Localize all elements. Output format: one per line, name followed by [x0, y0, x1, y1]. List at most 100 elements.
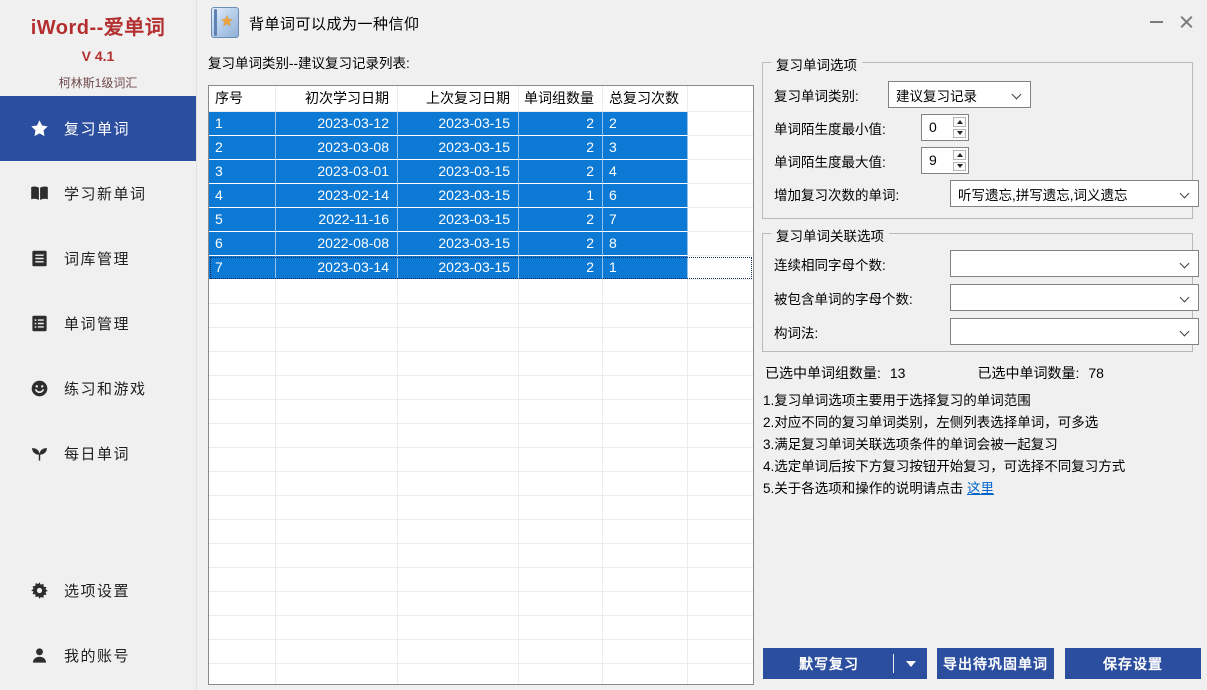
contained-letters-select[interactable]: [950, 284, 1199, 311]
table-cell: 1: [519, 184, 603, 208]
sidebar-item-settings[interactable]: 选项设置: [0, 558, 196, 623]
sidebar-item-label: 练习和游戏: [64, 381, 147, 398]
table-cell: [398, 448, 519, 472]
table-cell: [398, 616, 519, 640]
save-settings-button[interactable]: 保存设置: [1065, 648, 1201, 679]
spin-up-button[interactable]: [953, 150, 966, 160]
minimize-icon: [1149, 21, 1163, 23]
table-cell: [276, 328, 398, 352]
table-cell: [519, 520, 603, 544]
sidebar-item-wordbank-management[interactable]: 词库管理: [0, 226, 196, 291]
sidebar-item-learn-new-words[interactable]: 学习新单词: [0, 161, 196, 226]
filler-cell: [688, 184, 753, 208]
table-cell: [209, 520, 276, 544]
minimize-button[interactable]: [1140, 8, 1172, 36]
dictation-review-button[interactable]: 默写复习: [763, 648, 927, 679]
table-cell: [603, 616, 688, 640]
extra-reviews-select[interactable]: 听写遗忘,拼写遗忘,词义遗忘: [950, 180, 1199, 207]
column-header[interactable]: 序号: [209, 86, 276, 112]
table-row[interactable]: 4 2023-02-14 2023-03-15 1 6: [209, 184, 753, 208]
table-cell: [519, 640, 603, 664]
column-header[interactable]: 初次学习日期: [276, 86, 398, 112]
filler-cell: [688, 136, 753, 160]
table-cell: 2023-03-12: [276, 112, 398, 136]
min-unfamiliarity-stepper[interactable]: 0: [921, 114, 969, 141]
table-cell: [519, 472, 603, 496]
category-value: 建议复习记录: [896, 88, 977, 104]
chevron-down-icon: [1179, 188, 1190, 199]
sidebar-item-my-account[interactable]: 我的账号: [0, 623, 196, 688]
table-cell: [209, 400, 276, 424]
filler-cell: [688, 592, 753, 616]
table-cell: 2022-11-16: [276, 208, 398, 232]
table-cell: [519, 568, 603, 592]
same-letters-select[interactable]: [950, 250, 1199, 277]
table-row[interactable]: 7 2023-03-14 2023-03-15 2 1: [209, 256, 753, 280]
spin-down-button[interactable]: [953, 161, 966, 171]
category-select[interactable]: 建议复习记录: [888, 81, 1031, 108]
table-cell: [209, 592, 276, 616]
table-cell: 2: [519, 136, 603, 160]
table-row[interactable]: 1 2023-03-12 2023-03-15 2 2: [209, 112, 753, 136]
table-cell: [209, 664, 276, 684]
sidebar-item-practice-and-games[interactable]: 练习和游戏: [0, 356, 196, 421]
sidebar-nav-top: 复习单词 学习新单词 词库管理 单词管理练习和游戏每日单词: [0, 96, 196, 486]
table-cell: [276, 664, 398, 684]
table-cell: [398, 352, 519, 376]
word-formation-select[interactable]: [950, 318, 1199, 345]
table-cell: 2023-03-15: [398, 208, 519, 232]
library-icon: [30, 249, 50, 269]
table-row[interactable]: 6 2022-08-08 2023-03-15 2 8: [209, 232, 753, 256]
sidebar-item-daily-words[interactable]: 每日单词: [0, 421, 196, 486]
column-header[interactable]: 总复习次数: [603, 86, 688, 112]
selection-stats: 已选中单词组数量: 13 已选中单词数量: 78: [765, 363, 1104, 383]
sidebar-item-word-management[interactable]: 单词管理: [0, 291, 196, 356]
table-row[interactable]: 3 2023-03-01 2023-03-15 2 4: [209, 160, 753, 184]
column-header[interactable]: 单词组数量: [519, 86, 603, 112]
open-book-icon: [30, 184, 50, 204]
chevron-down-icon: [1179, 258, 1190, 269]
table-cell: [519, 448, 603, 472]
spin-down-button[interactable]: [953, 128, 966, 138]
table-cell: [603, 376, 688, 400]
table-cell: 2023-03-08: [276, 136, 398, 160]
filler-cell: [688, 616, 753, 640]
sidebar-nav-bottom: 选项设置 我的账号: [0, 558, 196, 688]
selected-words-label: 已选中单词数量:: [977, 365, 1080, 381]
table-cell: [603, 640, 688, 664]
column-header[interactable]: 上次复习日期: [398, 86, 519, 112]
table-cell: [276, 520, 398, 544]
max-unfamiliarity-stepper[interactable]: 9: [921, 147, 969, 174]
table-cell: [519, 544, 603, 568]
table-cell: [209, 616, 276, 640]
table-cell: [276, 496, 398, 520]
export-words-button[interactable]: 导出待巩固单词: [937, 648, 1054, 679]
table-cell: 2023-03-15: [398, 160, 519, 184]
table-cell: [209, 568, 276, 592]
close-button[interactable]: [1170, 8, 1202, 36]
star-glyph: ★: [220, 13, 234, 30]
table-cell: [519, 400, 603, 424]
table-row[interactable]: 2 2023-03-08 2023-03-15 2 3: [209, 136, 753, 160]
dropdown-arrow-icon[interactable]: [894, 648, 927, 679]
table-cell: 7: [209, 256, 276, 280]
note-line: 5.关于各选项和操作的说明请点击 这里: [763, 478, 1125, 500]
min-unfamiliarity-value: 0: [929, 119, 937, 135]
filler-cell: [688, 280, 753, 304]
review-table[interactable]: 序号 初次学习日期 上次复习日期 单词组数量 总复习次数 1 2023-03-12 2023-…: [208, 85, 754, 685]
table-cell: [209, 496, 276, 520]
table-cell: 1: [209, 112, 276, 136]
table-cell: 2: [519, 232, 603, 256]
smiley-icon: [30, 379, 50, 399]
selected-groups-value: 13: [889, 365, 906, 381]
filler-cell: [688, 400, 753, 424]
sidebar-item-review-words[interactable]: 复习单词: [0, 96, 196, 161]
help-link[interactable]: 这里: [967, 481, 995, 496]
close-icon: [1179, 15, 1194, 30]
contained-letters-label: 被包含单词的字母个数:: [774, 291, 913, 307]
table-row[interactable]: 5 2022-11-16 2023-03-15 2 7: [209, 208, 753, 232]
filler-cell: [688, 376, 753, 400]
table-cell: [398, 328, 519, 352]
spin-up-button[interactable]: [953, 117, 966, 127]
table-cell: [276, 568, 398, 592]
